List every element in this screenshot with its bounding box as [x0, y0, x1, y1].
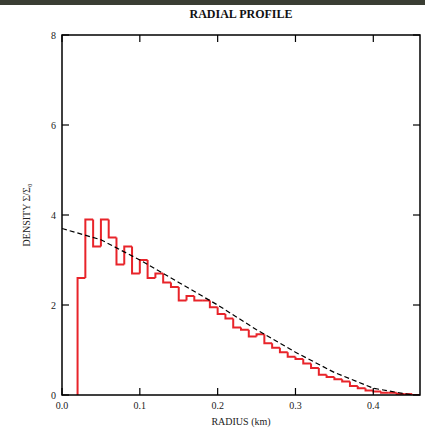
- histogram-bin: [272, 343, 280, 348]
- x-tick-top: [373, 35, 374, 42]
- y-tick-label: 4: [51, 210, 56, 221]
- histogram-bin: [381, 391, 389, 392]
- x-tick-label: 0.1: [134, 400, 147, 411]
- histogram-bin: [412, 393, 420, 395]
- y-tick-right: [413, 304, 420, 305]
- histogram-bin: [264, 334, 272, 343]
- histogram-bin: [288, 352, 296, 357]
- histogram-bin: [225, 314, 233, 319]
- title: RADIAL PROFILE: [189, 7, 292, 21]
- x-tick-label: 0.0: [56, 400, 69, 411]
- y-tick-label: 6: [51, 120, 56, 131]
- x-tick-top: [61, 35, 62, 42]
- histogram-bin: [85, 220, 93, 279]
- background: [0, 0, 425, 441]
- x-axis-title: RADIUS (km): [211, 416, 270, 428]
- photo-strip: [0, 0, 425, 5]
- histogram-bin: [257, 334, 265, 336]
- y-tick: [62, 34, 69, 35]
- x-tick: [61, 388, 62, 395]
- histogram-bin: [366, 388, 374, 390]
- histogram-bin: [342, 379, 350, 381]
- histogram-bin: [155, 274, 163, 279]
- y-tick-right: [413, 394, 420, 395]
- histogram-bin: [334, 377, 342, 379]
- x-tick-label: 0.3: [289, 400, 302, 411]
- y-tick: [62, 394, 69, 395]
- histogram-bin: [233, 319, 241, 328]
- x-tick: [373, 388, 374, 395]
- histogram-bin: [280, 348, 288, 353]
- histogram-bin: [109, 220, 117, 238]
- histogram-bin: [241, 328, 249, 330]
- y-tick-label: 8: [51, 30, 56, 41]
- x-tick-top: [217, 35, 218, 42]
- y-tick-label: 0: [51, 390, 56, 401]
- histogram-bin: [78, 278, 86, 395]
- y-tick: [62, 304, 69, 305]
- x-tick: [217, 388, 218, 395]
- histogram-bin: [249, 330, 257, 337]
- y-tick-right: [413, 34, 420, 35]
- x-tick-label: 0.2: [211, 400, 224, 411]
- plot-data: [62, 220, 420, 396]
- histogram-bin: [373, 390, 381, 393]
- histogram-bin: [350, 382, 358, 387]
- histogram-bin: [295, 357, 303, 359]
- y-tick: [62, 214, 69, 215]
- histogram-bin: [171, 283, 179, 288]
- chart: RADIAL PROFILE 0.0 0.1 0.2 0.3 0.4 0 2 4 6 8 RADIUS…: [0, 0, 425, 441]
- histogram-bin: [148, 260, 156, 278]
- y-tick-right: [413, 214, 420, 215]
- x-tick: [295, 388, 296, 395]
- x-tick-top: [139, 35, 140, 42]
- y-tick-right: [413, 124, 420, 125]
- y-tick: [62, 124, 69, 125]
- y-axis-title: DENSITY Σ/Σ₀: [21, 183, 32, 246]
- histogram-bin: [358, 386, 366, 388]
- x-tick: [139, 388, 140, 395]
- x-tick-top: [295, 35, 296, 42]
- histogram-bin: [194, 296, 202, 301]
- histogram-bin: [101, 220, 109, 247]
- histogram-bin: [327, 375, 335, 377]
- histogram-bin: [187, 296, 195, 301]
- histogram-bin: [93, 220, 101, 247]
- fit-line: [62, 229, 412, 396]
- histogram-bin: [319, 368, 327, 375]
- frame: [62, 35, 420, 395]
- histogram-bin: [179, 287, 187, 301]
- x-tick-label: 0.4: [367, 400, 380, 411]
- histogram-bin: [218, 307, 226, 314]
- y-tick-label: 2: [51, 300, 56, 311]
